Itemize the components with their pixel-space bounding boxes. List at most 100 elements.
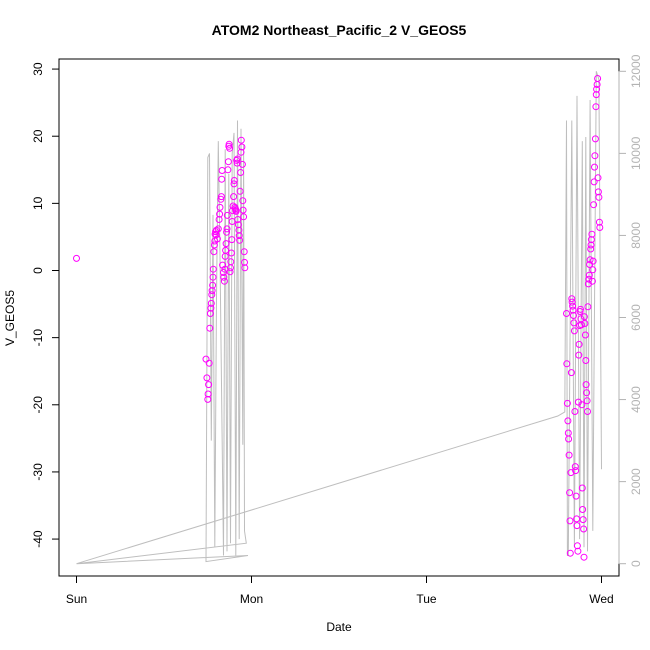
data-point bbox=[563, 360, 571, 368]
data-point bbox=[570, 312, 577, 319]
data-point bbox=[226, 144, 234, 152]
data-point bbox=[573, 522, 581, 530]
data-point bbox=[588, 230, 596, 238]
y2-tick-label: 8000 bbox=[629, 222, 643, 249]
data-point bbox=[578, 401, 586, 409]
data-point bbox=[564, 429, 572, 437]
y2-tick-label: 12000 bbox=[629, 54, 643, 88]
data-point bbox=[230, 180, 238, 188]
data-point bbox=[208, 287, 216, 295]
data-point bbox=[218, 175, 226, 183]
data-point bbox=[587, 236, 595, 244]
data-point bbox=[241, 264, 249, 272]
data-point-layer bbox=[73, 75, 604, 561]
data-point bbox=[219, 261, 227, 269]
data-point bbox=[566, 489, 574, 497]
data-point bbox=[577, 321, 585, 329]
data-point bbox=[207, 299, 215, 307]
data-point bbox=[205, 359, 213, 367]
data-point bbox=[213, 235, 221, 243]
data-point bbox=[235, 226, 243, 234]
data-point bbox=[563, 399, 571, 407]
data-point bbox=[217, 193, 225, 201]
data-point bbox=[218, 167, 226, 174]
data-point bbox=[230, 193, 238, 201]
data-point bbox=[208, 291, 216, 299]
data-point bbox=[580, 313, 588, 321]
data-point bbox=[234, 216, 242, 223]
data-point bbox=[215, 216, 223, 223]
data-point bbox=[233, 156, 241, 164]
data-point bbox=[573, 542, 581, 550]
data-point bbox=[217, 195, 225, 203]
data-point bbox=[220, 277, 228, 285]
data-point bbox=[581, 331, 589, 339]
data-point bbox=[572, 467, 580, 475]
data-point bbox=[584, 303, 592, 311]
data-point bbox=[209, 273, 217, 281]
data-point bbox=[575, 340, 583, 348]
data-point bbox=[232, 207, 240, 215]
data-point bbox=[591, 135, 599, 143]
data-point bbox=[580, 525, 588, 533]
y-axis-title: V_GEOS5 bbox=[3, 290, 17, 346]
x-axis: Sun Mon Tue Wed bbox=[66, 575, 614, 606]
data-point bbox=[202, 355, 210, 363]
data-point bbox=[226, 268, 234, 276]
data-point bbox=[573, 515, 581, 523]
data-point bbox=[224, 158, 232, 166]
data-point bbox=[212, 231, 220, 239]
y-tick-label: -40 bbox=[31, 530, 45, 548]
series-line-0 bbox=[76, 71, 602, 565]
data-point bbox=[233, 159, 241, 167]
data-point bbox=[592, 103, 600, 111]
data-point bbox=[569, 302, 577, 310]
data-point bbox=[575, 351, 583, 359]
data-point bbox=[214, 225, 222, 233]
data-point bbox=[595, 218, 603, 226]
data-point bbox=[213, 226, 220, 234]
data-point bbox=[581, 320, 589, 327]
data-point bbox=[590, 201, 598, 209]
data-point bbox=[209, 265, 217, 273]
data-point bbox=[227, 249, 235, 257]
data-point bbox=[577, 305, 584, 313]
data-point bbox=[227, 258, 235, 266]
data-point bbox=[236, 236, 244, 244]
x-tick-label: Mon bbox=[240, 592, 263, 606]
data-point bbox=[566, 549, 574, 557]
data-point bbox=[580, 553, 588, 561]
data-point bbox=[223, 228, 231, 236]
data-point bbox=[237, 136, 245, 144]
data-point bbox=[239, 197, 247, 205]
y-tick-label: 0 bbox=[31, 267, 45, 274]
data-point bbox=[206, 324, 214, 332]
data-point bbox=[587, 245, 595, 253]
data-point bbox=[566, 517, 574, 525]
data-point bbox=[567, 369, 575, 377]
data-point bbox=[204, 390, 212, 398]
data-point bbox=[584, 408, 591, 415]
data-point bbox=[205, 381, 213, 389]
data-point bbox=[73, 254, 80, 262]
data-point bbox=[220, 269, 227, 276]
data-point bbox=[230, 177, 238, 184]
data-point bbox=[563, 310, 570, 317]
data-point bbox=[225, 140, 233, 148]
y-tick-label: 30 bbox=[31, 62, 45, 76]
data-point bbox=[235, 232, 243, 240]
plot-area bbox=[73, 71, 604, 565]
data-point bbox=[241, 258, 248, 266]
data-point bbox=[236, 187, 244, 195]
data-point bbox=[237, 148, 245, 156]
x-tick-label: Tue bbox=[416, 592, 437, 606]
plot-frame bbox=[58, 58, 620, 577]
data-point bbox=[594, 188, 602, 196]
data-point bbox=[583, 389, 591, 397]
data-point bbox=[569, 306, 577, 314]
data-point bbox=[239, 206, 247, 214]
data-point bbox=[240, 213, 248, 221]
data-point bbox=[572, 492, 580, 500]
data-point bbox=[565, 451, 573, 459]
